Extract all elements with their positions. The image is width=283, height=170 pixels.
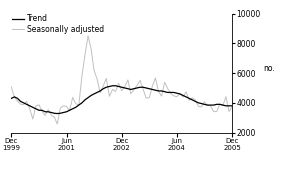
Line: Seasonally adjusted: Seasonally adjusted <box>11 36 232 124</box>
Line: Trend: Trend <box>11 86 232 114</box>
Y-axis label: no.: no. <box>263 64 275 73</box>
Legend: Trend, Seasonally adjusted: Trend, Seasonally adjusted <box>12 14 104 33</box>
